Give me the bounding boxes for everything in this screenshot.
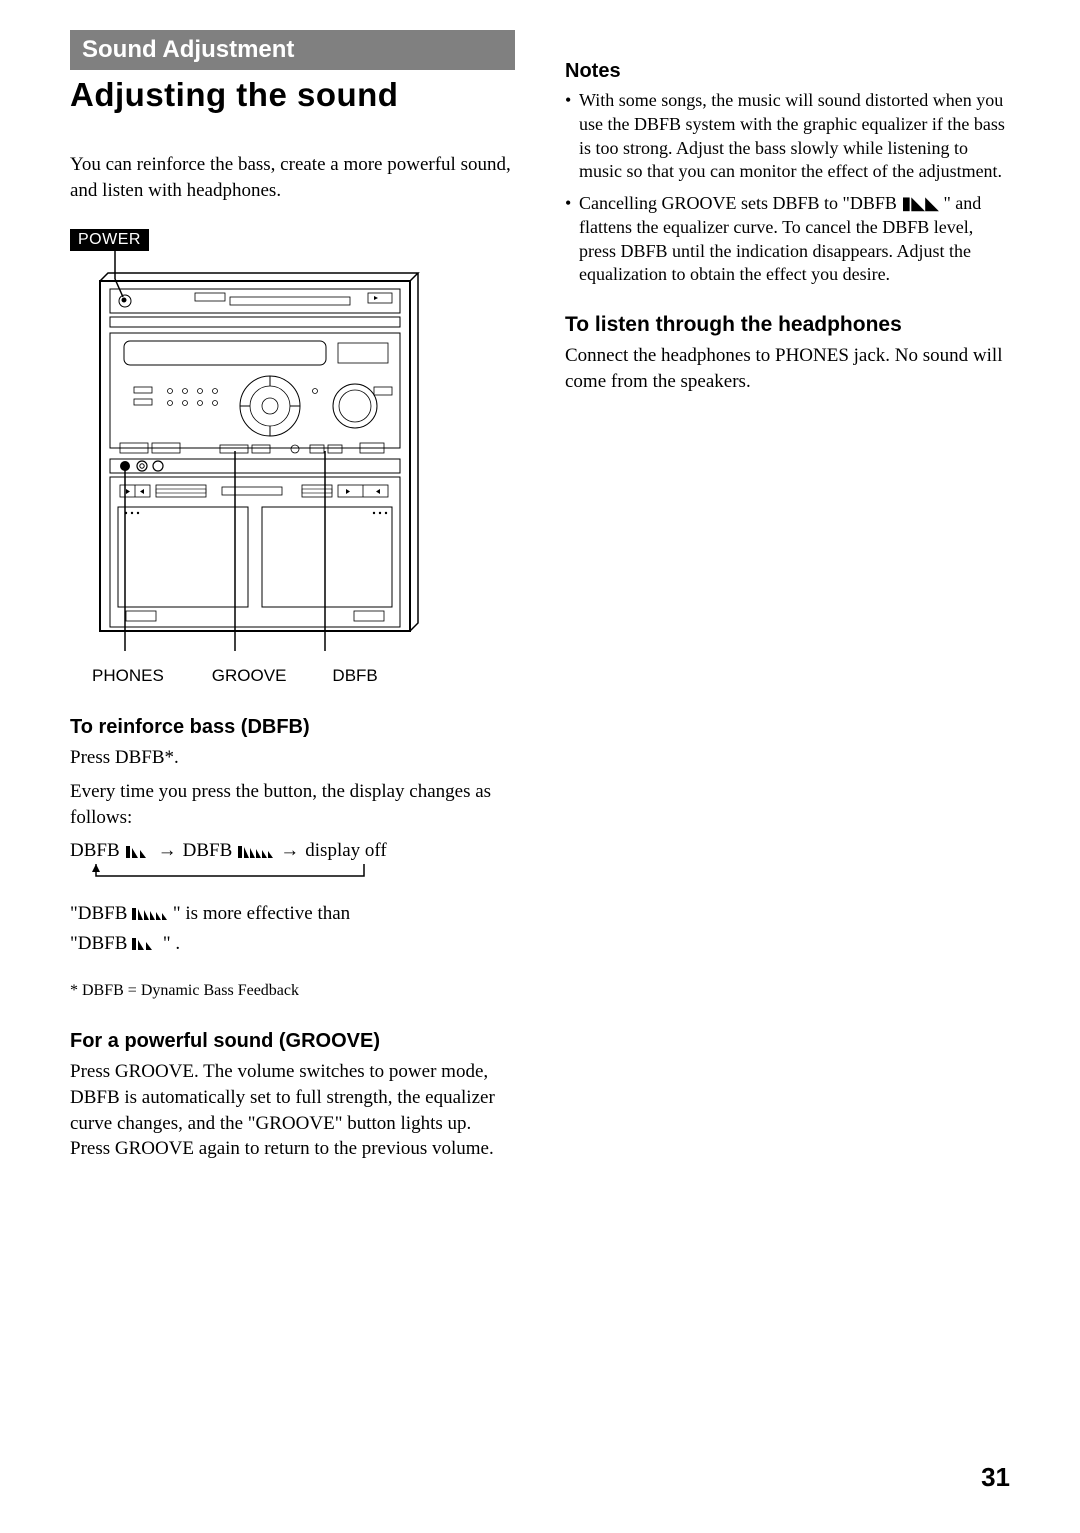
notes-list: With some songs, the music will sound di… — [565, 89, 1010, 287]
text: " . — [163, 933, 180, 954]
press-dbfb: Press DBFB*. — [70, 745, 515, 771]
effective-line-1: "DBFB " is more effective than — [70, 901, 515, 927]
heading-reinforce-bass: To reinforce bass (DBFB) — [70, 716, 515, 739]
cycle-item-1: DBFB — [70, 840, 120, 862]
power-label: POWER — [70, 229, 149, 251]
cycle-item-2: DBFB — [183, 840, 233, 862]
bars3-icon — [132, 936, 158, 950]
intro-paragraph: You can reinforce the bass, create a mor… — [70, 152, 515, 203]
callout-groove: GROOVE — [212, 666, 287, 686]
callout-dbfb: DBFB — [332, 666, 377, 686]
chapter-title: Adjusting the sound — [70, 76, 515, 114]
stereo-svg — [70, 251, 430, 661]
page-number: 31 — [981, 1462, 1010, 1493]
note-item: Cancelling GROOVE sets DBFB to "DBFB ▮◣◣… — [565, 192, 1010, 287]
text: "DBFB — [70, 903, 127, 924]
heading-notes: Notes — [565, 60, 1010, 83]
cycle-intro: Every time you press the button, the dis… — [70, 779, 515, 830]
section-band: Sound Adjustment — [70, 30, 515, 70]
text: "DBFB — [70, 933, 127, 954]
bars5-icon — [238, 844, 274, 858]
heading-groove: For a powerful sound (GROOVE) — [70, 1030, 515, 1053]
bars3-icon — [126, 844, 152, 858]
dbfb-footnote: * DBFB = Dynamic Bass Feedback — [70, 982, 515, 1000]
heading-headphones: To listen through the headphones — [565, 313, 1010, 337]
cycle-item-3: display off — [305, 840, 386, 862]
note-item: With some songs, the music will sound di… — [565, 89, 1010, 184]
bars5-icon — [132, 906, 168, 920]
arrow-icon: → — [158, 840, 177, 862]
groove-body: Press GROOVE. The volume switches to pow… — [70, 1059, 515, 1162]
left-column: Sound Adjustment Adjusting the sound You… — [70, 30, 515, 1188]
callout-phones: PHONES — [92, 666, 164, 686]
stereo-diagram: PHONES GROOVE DBFB — [70, 251, 515, 686]
diagram-callouts: PHONES GROOVE DBFB — [70, 666, 430, 686]
right-column: Notes With some songs, the music will so… — [565, 30, 1010, 1188]
effective-line-2: "DBFB " . — [70, 931, 515, 957]
text: " is more effective than — [173, 903, 350, 924]
headphones-body: Connect the headphones to PHONES jack. N… — [565, 343, 1010, 394]
loopback-arrow — [90, 864, 370, 882]
arrow-icon: → — [280, 840, 299, 862]
dbfb-cycle: DBFB → DBFB → display off — [70, 840, 515, 862]
